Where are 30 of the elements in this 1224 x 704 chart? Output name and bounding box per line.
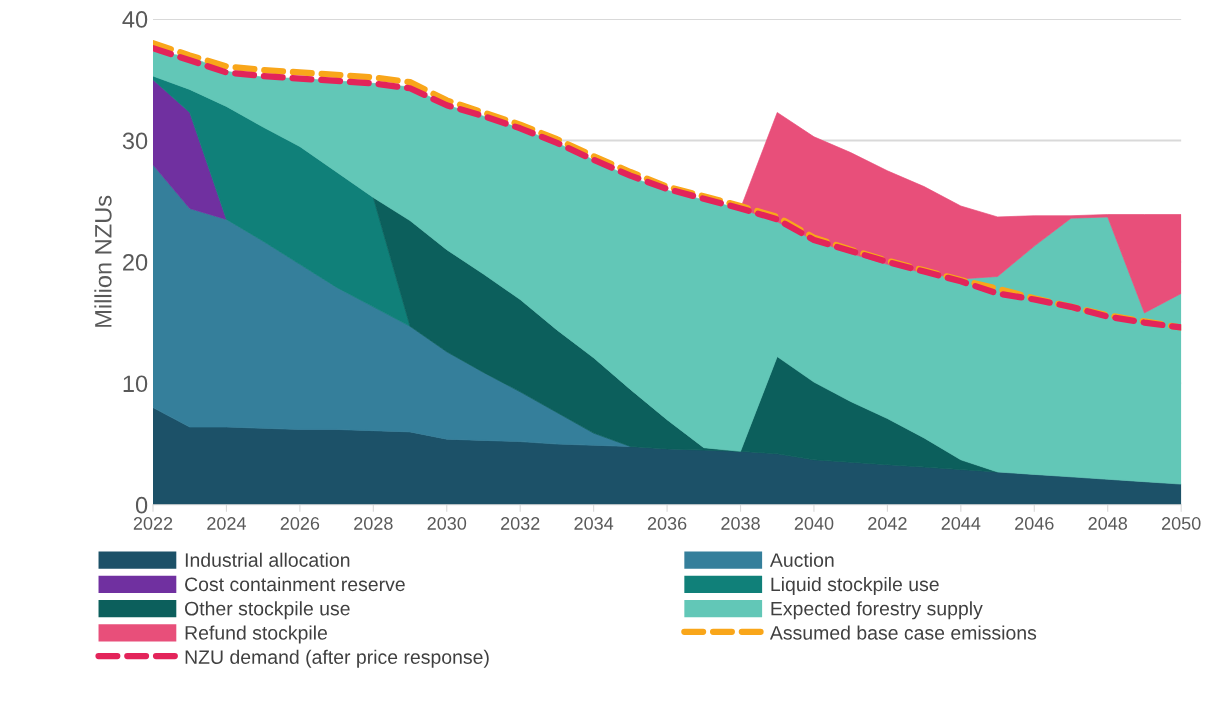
x-tick-label: 2030 bbox=[427, 517, 467, 530]
x-tick-label: 2026 bbox=[280, 517, 320, 530]
x-tick-label: 2024 bbox=[207, 517, 246, 530]
y-tick-label: 40 bbox=[122, 11, 148, 28]
x-tick-label: 2048 bbox=[1088, 517, 1128, 530]
legend-label: Industrial allocation bbox=[185, 552, 350, 567]
x-tick-label: 2040 bbox=[794, 517, 834, 530]
y-tick-label: 20 bbox=[123, 253, 148, 271]
legend-label: Cost containment reserve bbox=[185, 576, 405, 592]
legend-label: Auction bbox=[769, 552, 834, 567]
y-tick-label: 0 bbox=[135, 496, 148, 514]
legend-label: Assumed base case emissions bbox=[769, 625, 1037, 640]
y-tick-label: 30 bbox=[122, 132, 148, 150]
x-tick-label: 2034 bbox=[574, 517, 614, 530]
x-tick-label: 2022 bbox=[133, 517, 173, 530]
legend-label: Liquid stockpile use bbox=[771, 576, 939, 596]
legend-label: Other stockpile use bbox=[185, 601, 350, 620]
x-tick-label: 2044 bbox=[941, 517, 981, 530]
x-tick-label: 2050 bbox=[1161, 517, 1201, 530]
x-tick-label: 2038 bbox=[721, 517, 760, 530]
x-tick-label: 2046 bbox=[1015, 517, 1054, 530]
x-tick-label: 2042 bbox=[868, 517, 907, 530]
x-tick-label: 2028 bbox=[354, 517, 393, 530]
x-tick-label: 2032 bbox=[501, 517, 540, 530]
x-tick-label: 2036 bbox=[647, 517, 687, 530]
legend-label: Expected forestry supply bbox=[771, 601, 983, 620]
y-tick-label: 10 bbox=[123, 375, 148, 393]
y-axis-title: Million NZUs bbox=[94, 195, 112, 327]
legend-label: NZU demand (after price response) bbox=[185, 649, 489, 668]
legend-label: Refund stockpile bbox=[185, 625, 327, 644]
